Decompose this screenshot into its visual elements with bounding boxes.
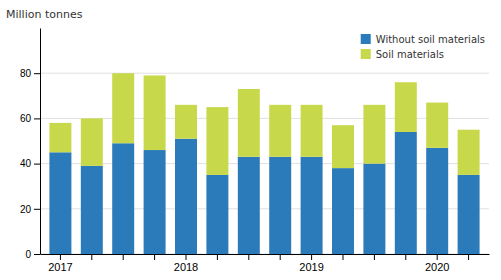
x-tick: 2019: [299, 254, 323, 273]
legend-label: Soil materials: [376, 49, 444, 60]
grid-line: [40, 254, 489, 255]
x-axis: 2017 2018 2019 2020: [41, 254, 490, 273]
bar: [332, 168, 354, 254]
y-tick: 0: [25, 249, 40, 260]
bar: [206, 107, 228, 175]
x-tick-mark: [60, 254, 61, 260]
x-tick: [248, 254, 249, 260]
bar: [112, 73, 134, 143]
chart: 2017 2018 2019 2020 0 20 40 60 80 Without soil ma…: [0, 0, 501, 280]
y-label: Million tonnes: [6, 8, 83, 21]
bar: [49, 152, 71, 254]
y-tick-mark: [34, 254, 40, 255]
y-tick: 40: [20, 158, 40, 169]
bar: [144, 150, 166, 254]
x-tick-label: 2018: [174, 261, 198, 273]
x-tick-mark: [154, 254, 155, 260]
grid: [40, 73, 489, 254]
bar: [301, 105, 323, 157]
x-tick: [217, 254, 218, 260]
x-tick: [280, 254, 281, 260]
bar: [458, 130, 480, 175]
x-tick: [374, 254, 375, 260]
x-tick: [123, 254, 124, 260]
bar: [426, 148, 448, 254]
series: [49, 132, 479, 254]
x-tick: 2018: [174, 254, 198, 273]
bar: [238, 89, 260, 157]
legend-swatch: [361, 34, 371, 44]
bar: [395, 132, 417, 254]
x-tick-mark: [311, 254, 312, 260]
bar: [238, 157, 260, 254]
bar: [81, 118, 103, 165]
bar: [269, 157, 291, 254]
grid-line: [40, 208, 489, 209]
x-tick-label: 2020: [425, 261, 449, 273]
x-tick-mark: [186, 254, 187, 260]
y-tick-mark: [34, 209, 40, 210]
bar: [332, 125, 354, 168]
x-tick-mark: [374, 254, 375, 260]
y-tick-mark: [34, 73, 40, 74]
y-axis: 0 20 40 60 80: [20, 29, 41, 260]
bar: [206, 175, 228, 254]
legend-label: Without soil materials: [376, 34, 485, 45]
x-tick-mark: [248, 254, 249, 260]
bar: [49, 123, 71, 152]
x-tick-mark: [405, 254, 406, 260]
x-tick: 2017: [48, 254, 72, 273]
bar: [363, 105, 385, 164]
series: [49, 73, 479, 175]
grid-line: [40, 163, 489, 164]
legend-item: Soil materials: [361, 49, 444, 60]
y-tick-label: 20: [20, 204, 32, 215]
x-tick-mark: [123, 254, 124, 260]
bar: [144, 75, 166, 150]
x-tick: [91, 254, 92, 260]
plot: 2017 2018 2019 2020 0 20 40 60 80 Without soil ma…: [20, 29, 490, 273]
grid-line: [40, 73, 489, 74]
bar: [175, 139, 197, 254]
y-axis-line: [40, 29, 41, 255]
bar: [426, 103, 448, 148]
y-tick-label: 0: [25, 249, 31, 260]
bar: [395, 82, 417, 132]
bars: [49, 73, 479, 254]
x-tick: [154, 254, 155, 260]
legend-swatch: [361, 49, 371, 59]
legend-item: Without soil materials: [361, 34, 485, 45]
x-tick-mark: [342, 254, 343, 260]
x-tick-mark: [468, 254, 469, 260]
y-tick-mark: [34, 118, 40, 119]
bar: [269, 105, 291, 157]
bar: [175, 105, 197, 139]
x-tick-mark: [280, 254, 281, 260]
x-tick-mark: [91, 254, 92, 260]
y-tick-label: 60: [20, 113, 32, 124]
y-tick: 60: [20, 113, 40, 124]
x-tick: [468, 254, 469, 260]
bar: [458, 175, 480, 254]
bar: [81, 166, 103, 254]
y-tick-label: 40: [20, 158, 32, 169]
bar: [363, 164, 385, 254]
grid-line: [40, 118, 489, 119]
x-tick-label: 2017: [48, 261, 72, 273]
y-tick: 80: [20, 68, 40, 79]
bar: [301, 157, 323, 254]
x-tick-label: 2019: [299, 261, 323, 273]
x-tick: [342, 254, 343, 260]
x-tick: [405, 254, 406, 260]
x-tick: 2020: [425, 254, 449, 273]
legend: Without soil materials Soil materials: [361, 34, 485, 60]
x-axis-line: [41, 254, 490, 255]
y-tick: 20: [20, 204, 40, 215]
y-tick-label: 80: [20, 68, 32, 79]
x-tick-mark: [217, 254, 218, 260]
y-tick-mark: [34, 164, 40, 165]
x-tick-mark: [437, 254, 438, 260]
bar: [112, 143, 134, 254]
